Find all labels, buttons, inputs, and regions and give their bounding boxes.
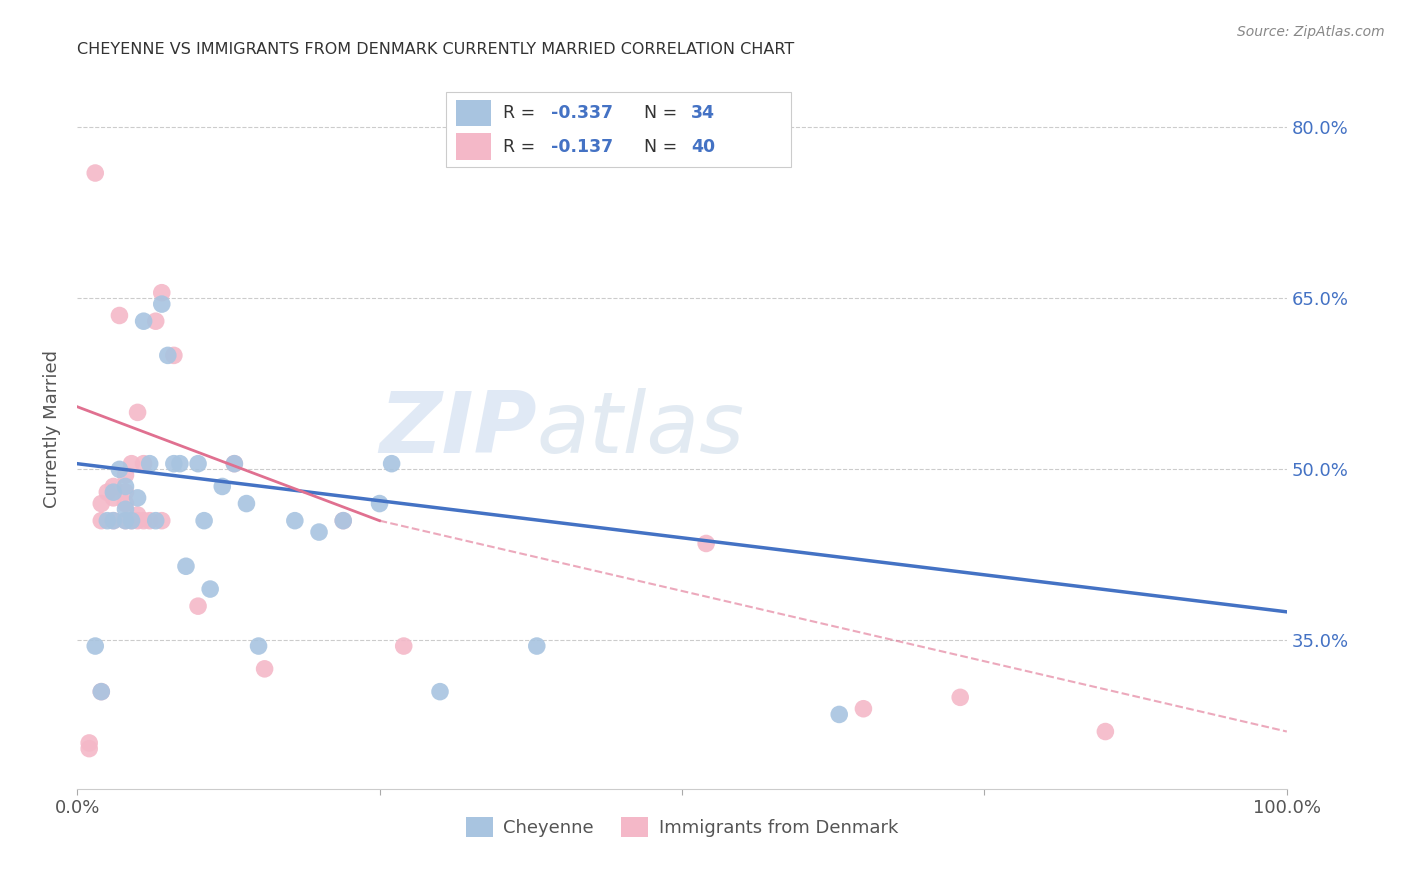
Point [332,514,354,528]
Point [103,491,125,505]
Point [526,639,548,653]
Point [103,479,125,493]
Point [127,508,149,522]
Point [163,348,186,362]
Point [150,297,173,311]
Point [103,485,125,500]
Y-axis label: Currently Married: Currently Married [44,351,60,508]
Point [138,514,160,528]
Point [163,457,186,471]
Point [224,457,246,471]
Text: CHEYENNE VS IMMIGRANTS FROM DENMARK CURRENTLY MARRIED CORRELATION CHART: CHEYENNE VS IMMIGRANTS FROM DENMARK CURR… [77,42,794,57]
Point [235,497,257,511]
Point [114,514,136,528]
Point [150,514,173,528]
Point [852,702,875,716]
Point [211,479,233,493]
Point [381,457,404,471]
Point [145,314,167,328]
Point [90,684,112,698]
Point [132,314,155,328]
Point [108,462,131,476]
Point [90,514,112,528]
Point [156,348,179,362]
Point [169,457,191,471]
Point [127,491,149,505]
Point [284,514,307,528]
Point [429,684,451,698]
Point [247,639,270,653]
Point [90,684,112,698]
Text: ZIP: ZIP [380,388,537,471]
Text: atlas: atlas [537,388,745,471]
Point [253,662,276,676]
Point [96,485,118,500]
Point [121,514,143,528]
Point [77,736,100,750]
Point [198,582,221,596]
Point [224,457,246,471]
Point [368,497,391,511]
Point [187,457,209,471]
Point [132,457,155,471]
Point [103,514,125,528]
Point [174,559,197,574]
Point [308,524,330,539]
Point [145,514,167,528]
Point [138,457,160,471]
Point [121,457,143,471]
Point [108,309,131,323]
Point [84,639,107,653]
Point [84,166,107,180]
Legend: Cheyenne, Immigrants from Denmark: Cheyenne, Immigrants from Denmark [458,810,905,844]
Point [949,690,972,705]
Point [828,707,851,722]
Point [114,514,136,528]
Point [114,479,136,493]
Point [114,468,136,483]
Point [392,639,415,653]
Point [332,514,354,528]
Point [96,514,118,528]
Point [127,514,149,528]
Point [127,405,149,419]
Point [1094,724,1116,739]
Point [132,514,155,528]
Point [121,514,143,528]
Point [695,536,717,550]
Text: Source: ZipAtlas.com: Source: ZipAtlas.com [1237,25,1385,39]
Point [77,741,100,756]
Point [150,285,173,300]
Point [114,497,136,511]
Point [114,485,136,500]
Point [193,514,215,528]
Point [114,502,136,516]
Point [90,497,112,511]
Point [103,514,125,528]
Point [187,599,209,614]
